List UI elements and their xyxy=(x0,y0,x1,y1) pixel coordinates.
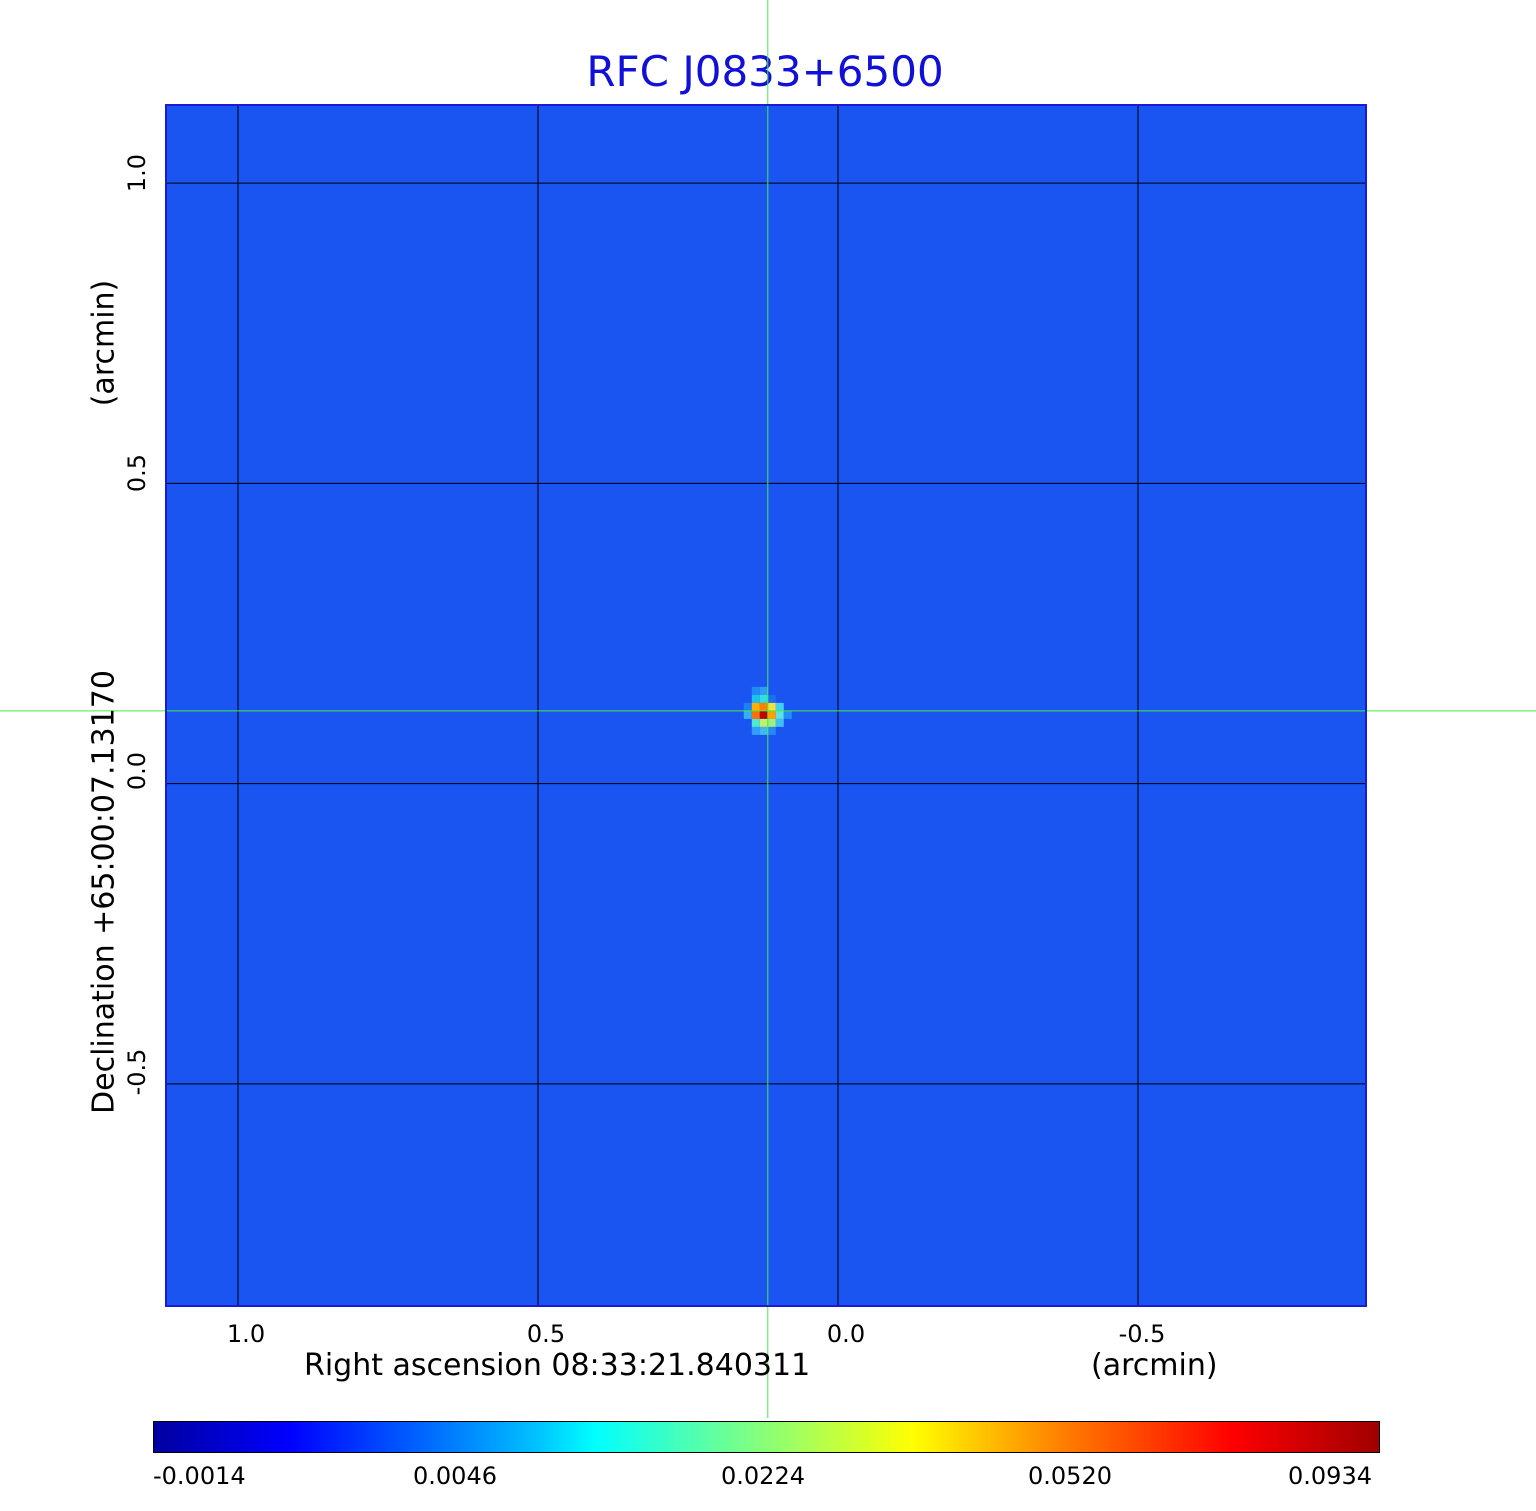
x-axis-unit: (arcmin) xyxy=(1091,1348,1218,1383)
source-pixel xyxy=(759,726,768,735)
source-pixel xyxy=(759,702,768,711)
source-pixel xyxy=(751,726,760,735)
x-tick-label: -0.5 xyxy=(1118,1320,1166,1348)
source-pixel xyxy=(775,710,784,719)
source-pixel xyxy=(759,686,768,695)
source-pixel xyxy=(767,726,776,735)
source-pixel xyxy=(743,702,752,711)
x-tick-label: 1.0 xyxy=(226,1320,266,1348)
source-pixel xyxy=(751,710,760,719)
source-pixel xyxy=(775,718,784,727)
source-pixel xyxy=(751,694,760,703)
x-tick-label: 0.0 xyxy=(826,1320,866,1348)
source-pixel xyxy=(751,686,760,695)
colorbar-tick-label: -0.0014 xyxy=(153,1462,246,1490)
colorbar-tick-label: 0.0934 xyxy=(1288,1462,1372,1490)
source-pixel xyxy=(775,702,784,711)
y-tick-label: 1.0 xyxy=(123,153,151,193)
image-plot xyxy=(0,0,1536,1418)
x-tick-label: 0.5 xyxy=(526,1320,566,1348)
source-pixel xyxy=(767,694,776,703)
source-pixel xyxy=(783,710,792,719)
plot-frame xyxy=(165,104,1367,1307)
source-pixel xyxy=(767,702,776,711)
source-pixel xyxy=(743,710,752,719)
colorbar xyxy=(153,1421,1380,1453)
y-tick-label: -0.5 xyxy=(123,1048,151,1096)
colorbar-tick-label: 0.0046 xyxy=(413,1462,497,1490)
source-pixel xyxy=(759,710,768,719)
y-axis-unit: (arcmin) xyxy=(86,279,122,407)
y-axis-label: Declination +65:00:07.13170 xyxy=(86,670,122,1114)
y-tick-label: 0.5 xyxy=(123,453,151,493)
source-pixel xyxy=(767,718,776,727)
colorbar-tick-label: 0.0520 xyxy=(1028,1462,1112,1490)
source-pixel xyxy=(759,694,768,703)
source-pixel xyxy=(767,710,776,719)
source-pixel xyxy=(751,702,760,711)
chart-title: RFC J0833+6500 xyxy=(586,47,944,96)
y-tick-label: 0.0 xyxy=(123,751,151,791)
source-pixel xyxy=(759,718,768,727)
source-pixel xyxy=(751,718,760,727)
colorbar-tick-label: 0.0224 xyxy=(721,1462,805,1490)
x-axis-label: Right ascension 08:33:21.840311 xyxy=(304,1348,811,1383)
